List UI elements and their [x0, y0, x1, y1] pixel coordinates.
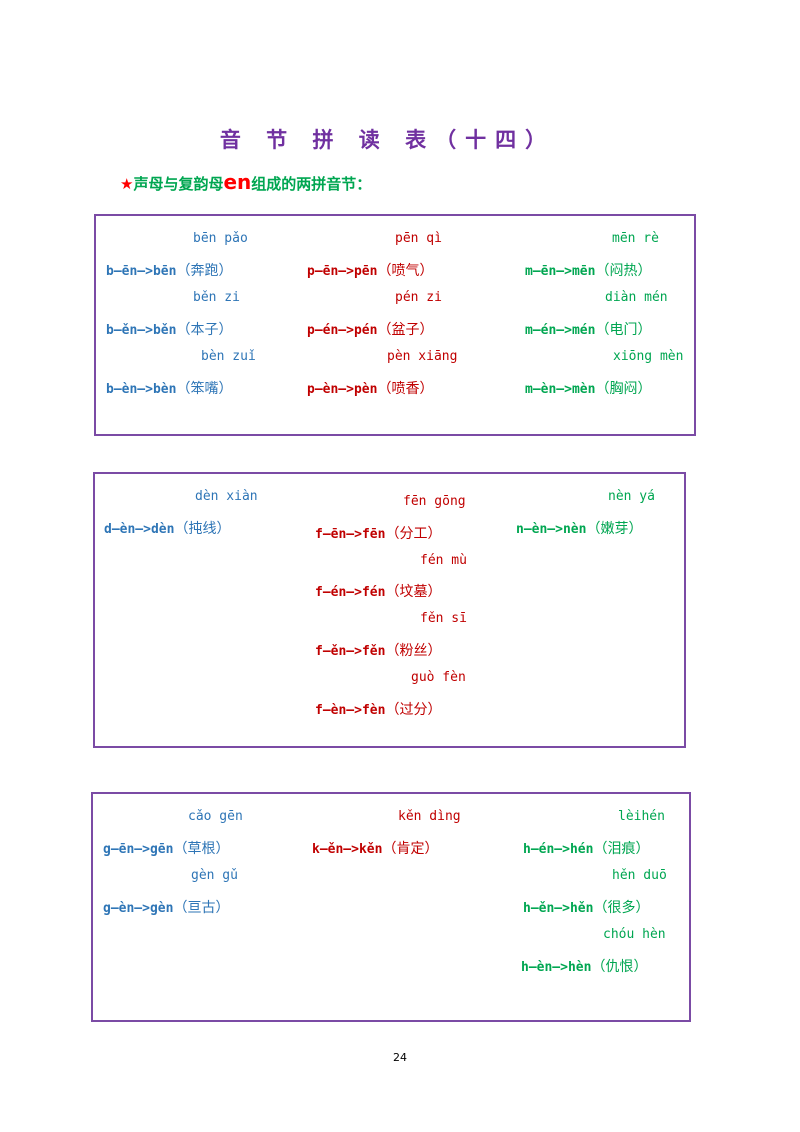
- star-icon: ★: [120, 175, 134, 193]
- pinyin-label: fěn sī: [420, 611, 467, 626]
- pinyin-label: mēn rè: [612, 231, 659, 246]
- syllable-box-3: [91, 792, 691, 1022]
- spelling-example: p—ēn—>pēn（喷气）: [307, 263, 434, 279]
- spelling-example: g—ēn—>gēn（草根）: [103, 841, 230, 857]
- pinyin-label: pén zi: [395, 290, 442, 305]
- pinyin-label: xiōng mèn: [613, 349, 684, 364]
- pinyin-label: cǎo gēn: [188, 809, 243, 824]
- syllable-box-1: [94, 214, 696, 436]
- spelling-example: m—én—>mén（电门）: [525, 322, 652, 338]
- spelling-example: n—èn—>nèn（嫩芽）: [516, 521, 643, 537]
- spelling-example: m—ēn—>mēn（闷热）: [525, 263, 652, 279]
- pinyin-label: lèihén: [618, 809, 665, 824]
- pinyin-label: běn zi: [193, 290, 240, 305]
- syllable-box-2: [93, 472, 686, 748]
- page-number: 24: [393, 1051, 407, 1064]
- spelling-example: m—èn—>mèn（胸闷）: [525, 381, 652, 397]
- spelling-example: h—én—>hén（泪痕）: [523, 841, 650, 857]
- spelling-example: f—ěn—>fěn（粉丝）: [315, 643, 442, 659]
- pinyin-label: dèn xiàn: [195, 489, 258, 504]
- spelling-example: d—èn—>dèn（扽线）: [104, 521, 231, 537]
- spelling-example: p—èn—>pèn（喷香）: [307, 381, 434, 397]
- spelling-example: b—ěn—>běn（本子）: [106, 322, 233, 338]
- pinyin-label: pèn xiāng: [387, 349, 458, 364]
- spelling-example: h—èn—>hèn（仇恨）: [521, 959, 648, 975]
- pinyin-label: pēn qì: [395, 231, 442, 246]
- pinyin-label: gèn gǔ: [191, 868, 238, 883]
- pinyin-label: fēn gōng: [403, 494, 466, 509]
- pinyin-label: chóu hèn: [603, 927, 666, 942]
- spelling-example: p—én—>pén（盆子）: [307, 322, 434, 338]
- pinyin-label: diàn mén: [605, 290, 668, 305]
- pinyin-label: kěn dìng: [398, 809, 461, 824]
- section-subtitle: ★声母与复韵母en组成的两拼音节：: [120, 170, 371, 194]
- pinyin-label: nèn yá: [608, 489, 655, 504]
- spelling-example: f—èn—>fèn（过分）: [315, 702, 442, 718]
- spelling-example: b—èn—>bèn（笨嘴）: [106, 381, 233, 397]
- spelling-example: f—én—>fén（坟墓）: [315, 584, 442, 600]
- spelling-example: f—ēn—>fēn（分工）: [315, 526, 442, 542]
- subtitle-prefix: 声母与复韵母: [133, 175, 224, 193]
- spelling-example: b—ēn—>bēn（奔跑）: [106, 263, 233, 279]
- pinyin-label: fén mù: [420, 553, 467, 568]
- spelling-example: h—ěn—>hěn（很多）: [523, 900, 650, 916]
- pinyin-label: bèn zuǐ: [201, 349, 256, 364]
- subtitle-vowel: en: [223, 170, 252, 194]
- page-title: 音 节 拼 读 表（十四）: [219, 127, 556, 152]
- subtitle-suffix: 组成的两拼音节：: [251, 175, 372, 193]
- pinyin-label: bēn pǎo: [193, 231, 248, 246]
- spelling-example: k—ěn—>kěn（肯定）: [312, 841, 439, 857]
- pinyin-label: hěn duō: [612, 868, 667, 883]
- pinyin-label: guò fèn: [411, 670, 466, 685]
- spelling-example: g—èn—>gèn（亘古）: [103, 900, 230, 916]
